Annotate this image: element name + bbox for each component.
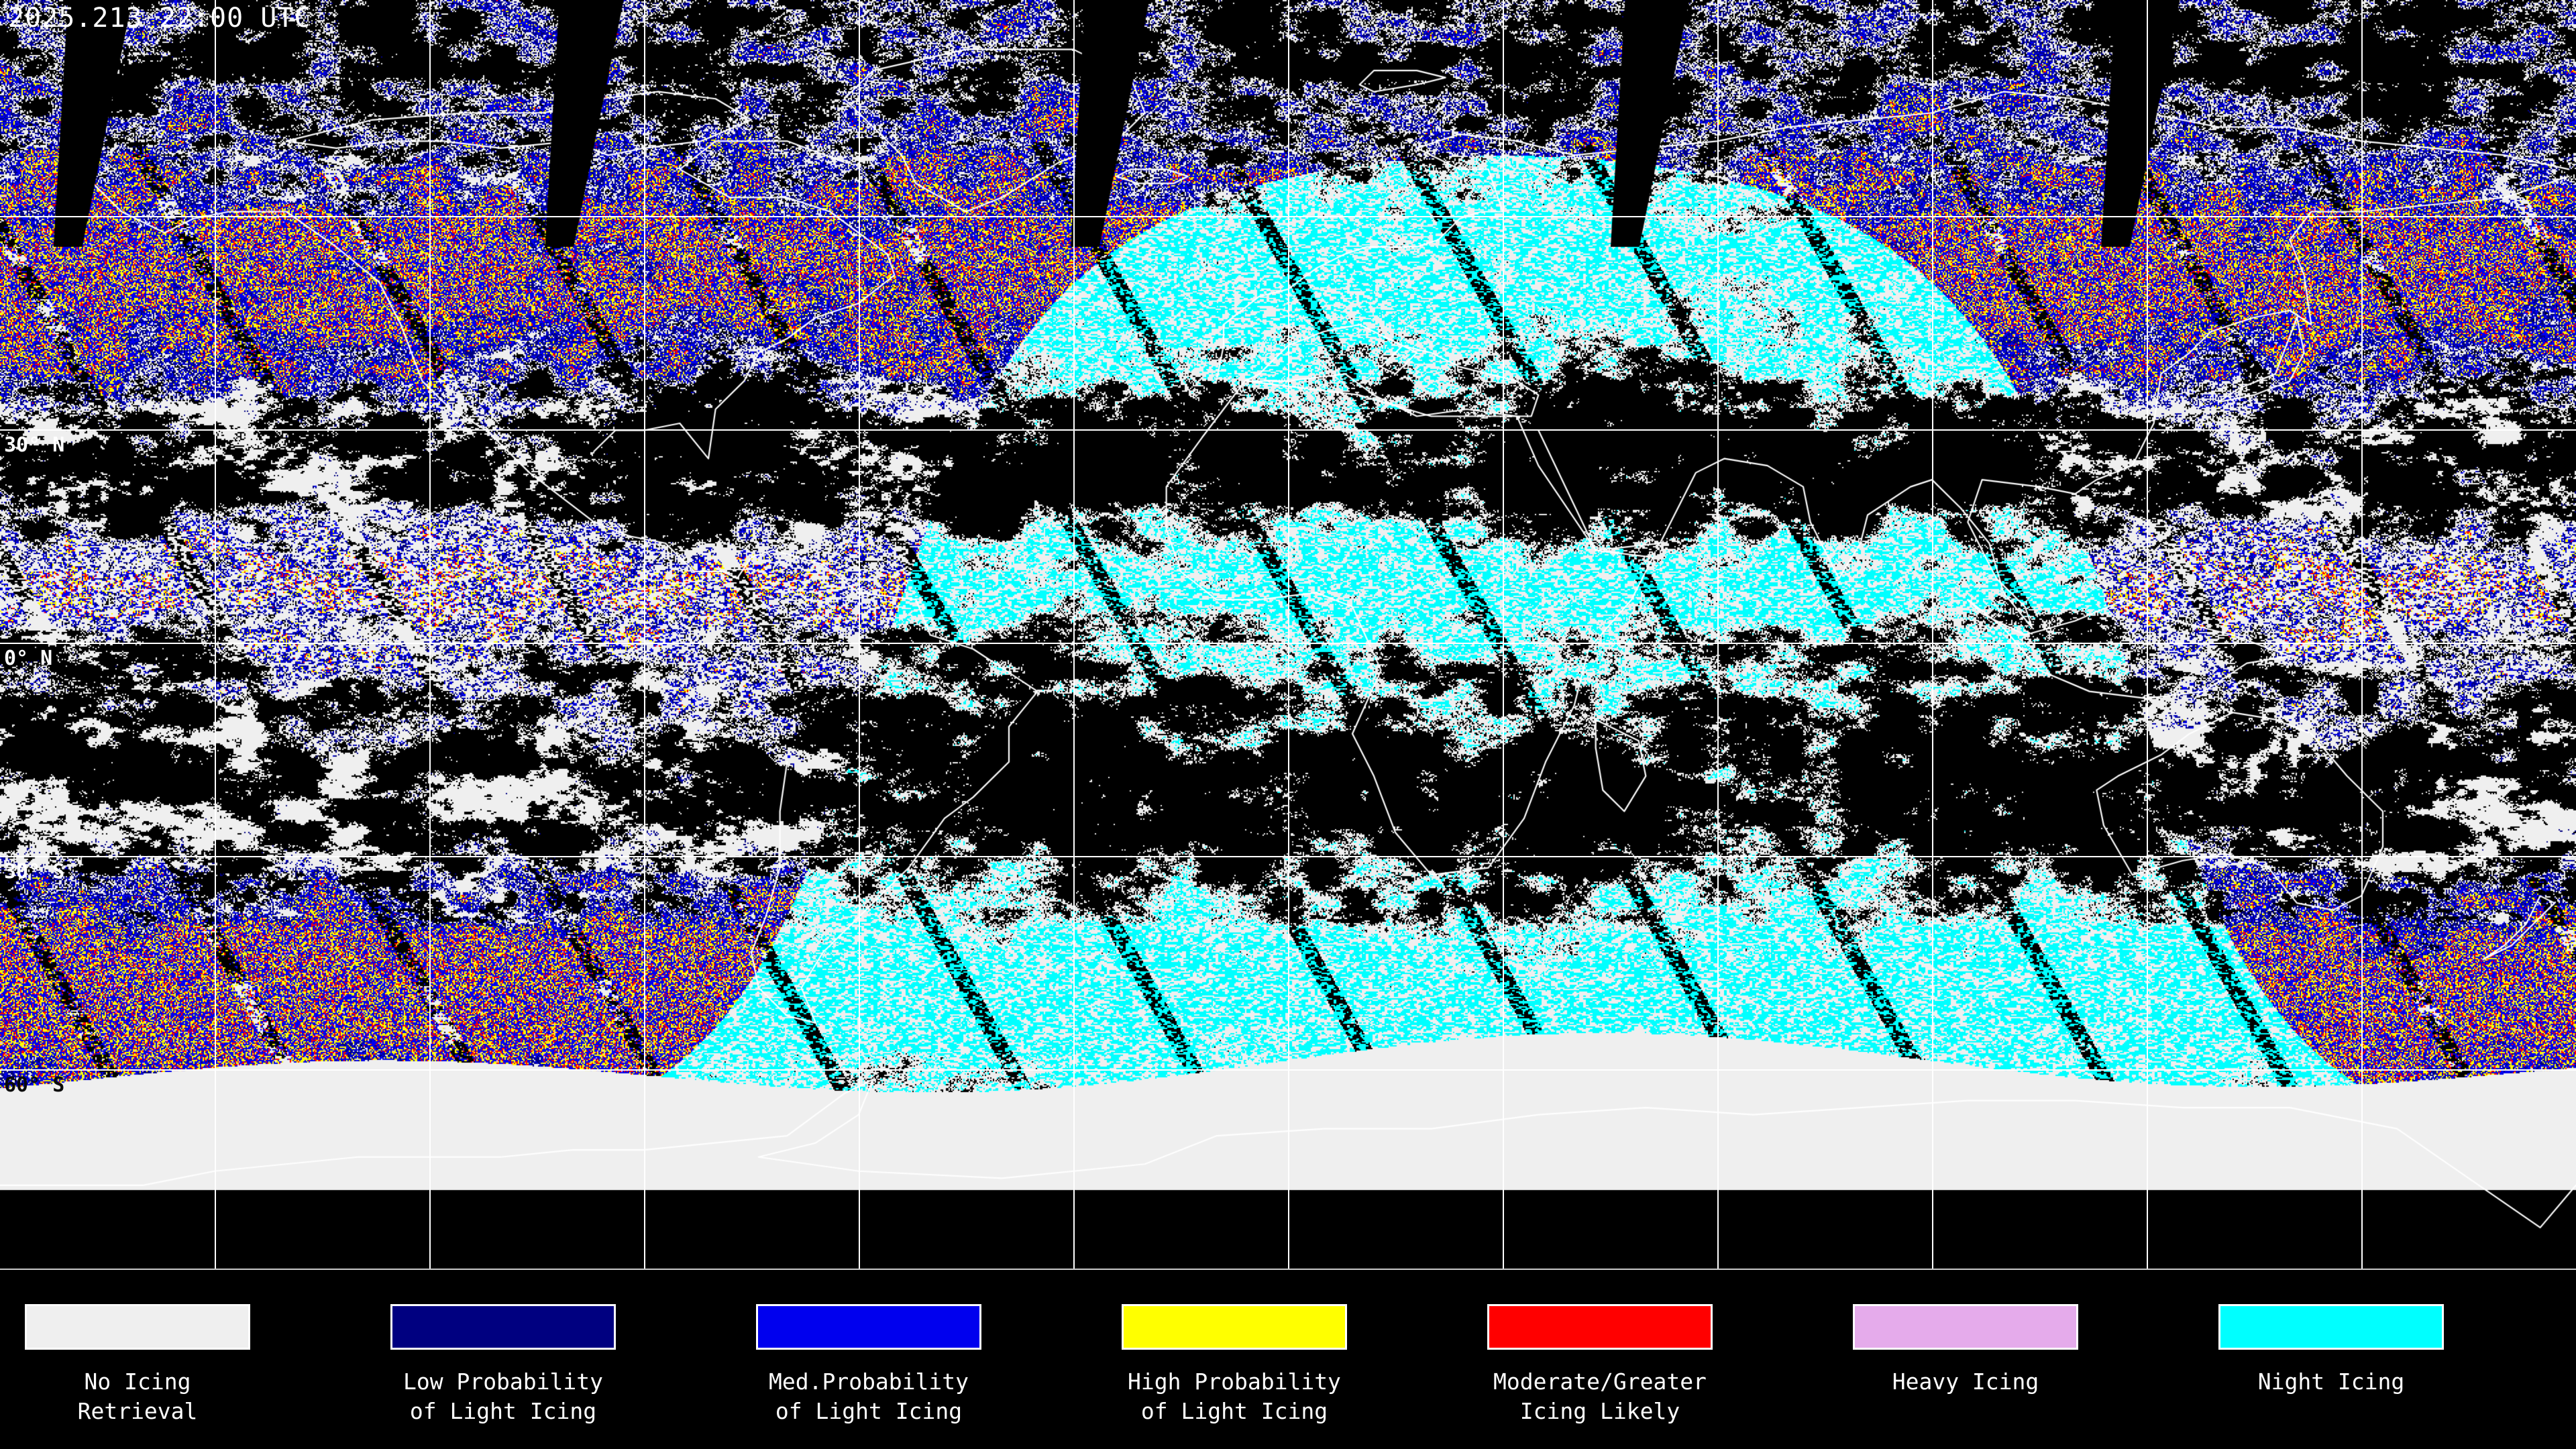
legend-item-moderate-greater-icing-likely[interactable]: Moderate/Greater Icing Likely — [1462, 1275, 1737, 1426]
legend-swatch-low-probability-light-icing — [390, 1304, 616, 1350]
map-panel[interactable]: 30° N 0° N 30° S 60° S 2025.213 22:00 UT… — [0, 0, 2576, 1270]
legend-item-high-probability-light-icing[interactable]: High Probability of Light Icing — [1097, 1275, 1372, 1426]
legend-item-heavy-icing[interactable]: Heavy Icing — [1828, 1275, 2103, 1397]
legend-swatch-heavy-icing — [1853, 1304, 2078, 1350]
legend-item-night-icing[interactable]: Night Icing — [2194, 1275, 2469, 1397]
legend-label-moderate-greater-icing-likely: Moderate/Greater Icing Likely — [1493, 1368, 1707, 1424]
legend-swatch-moderate-greater-icing-likely — [1487, 1304, 1713, 1350]
timestamp-label: 2025.213 22:00 UTC — [8, 3, 311, 34]
legend-swatch-high-probability-light-icing — [1122, 1304, 1347, 1350]
legend-swatch-night-icing — [2218, 1304, 2444, 1350]
legend-label-night-icing: Night Icing — [2257, 1368, 2405, 1395]
legend-item-med-probability-light-icing[interactable]: Med.Probability of Light Icing — [731, 1275, 1006, 1426]
legend-label-low-probability-light-icing: Low Probability of Light Icing — [402, 1368, 603, 1424]
legend-item-no-icing-retrieval[interactable]: No Icing Retrieval — [0, 1275, 275, 1426]
legend-swatch-med-probability-light-icing — [756, 1304, 981, 1350]
lat-label-60s: 60° S — [4, 1073, 65, 1097]
lat-label-0n: 0° N — [4, 647, 53, 670]
legend-label-high-probability-light-icing: High Probability of Light Icing — [1128, 1368, 1341, 1424]
map-bottom-border — [0, 1269, 2576, 1270]
legend-swatch-no-icing-retrieval — [25, 1304, 250, 1350]
legend-bar: No Icing Retrieval Low Probability of Li… — [0, 1275, 2576, 1449]
legend-item-low-probability-light-icing[interactable]: Low Probability of Light Icing — [366, 1275, 641, 1426]
lat-label-30n: 30° N — [4, 433, 65, 457]
legend-label-med-probability-light-icing: Med.Probability of Light Icing — [768, 1368, 969, 1424]
legend-label-no-icing-retrieval: No Icing Retrieval — [77, 1368, 198, 1424]
icing-map-canvas[interactable] — [0, 0, 2576, 1270]
legend-label-heavy-icing: Heavy Icing — [1892, 1368, 2039, 1395]
lat-label-30s: 30° S — [4, 860, 65, 883]
